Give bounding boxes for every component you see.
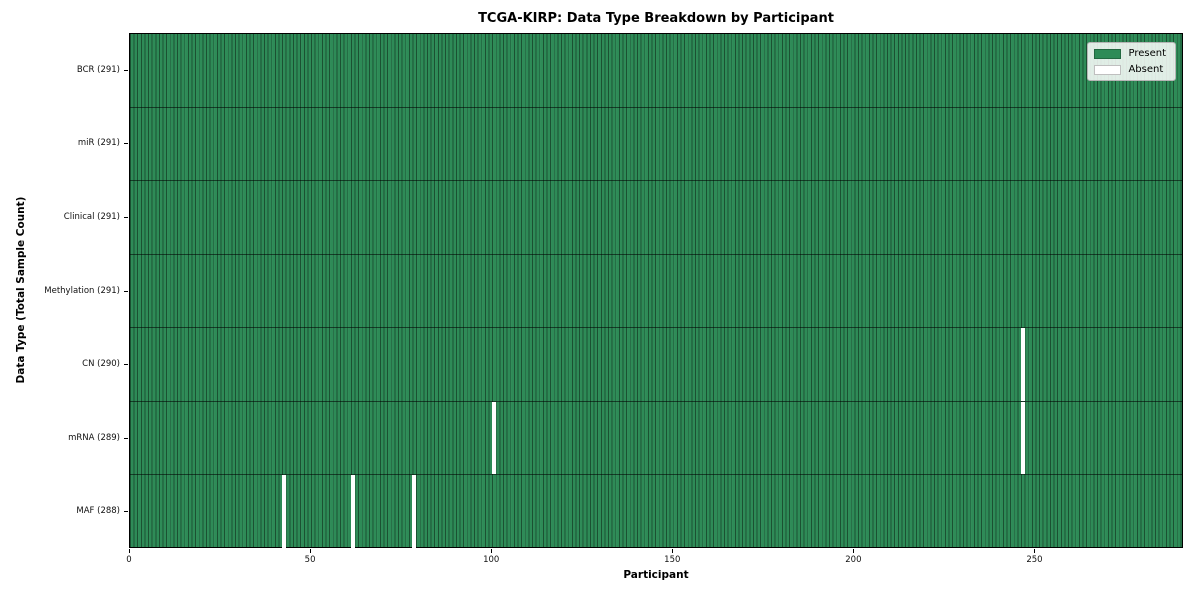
y-tick-mark-CN [124,364,128,366]
chart-title: TCGA-KIRP: Data Type Breakdown by Partic… [478,11,834,26]
y-tick-mark-MAF [124,511,128,513]
row-band-BCR [130,34,1182,108]
y-tick-label-mRNA: mRNA (289) [68,432,120,443]
y-tick-mark-BCR [124,69,128,71]
x-tick-label-200: 200 [845,555,862,565]
y-tick-label-BCR: BCR (291) [76,64,120,75]
absent-gap-CN-246 [1020,328,1025,401]
y-tick-mark-miR [124,143,128,145]
x-tick-mark-50 [310,549,312,553]
x-tick-mark-0 [129,549,130,553]
row-band-Clinical [130,181,1182,255]
y-tick-label-CN: CN (290) [82,359,120,370]
x-tick-mark-100 [491,549,493,553]
x-tick-mark-150 [672,549,674,553]
row-band-Methylation [130,255,1182,329]
x-tick-mark-200 [853,549,855,553]
y-tick-label-Clinical: Clinical (291) [63,211,120,222]
legend-label-absent: Absent [1128,64,1164,75]
absent-gap-mRNA-246 [1020,401,1025,475]
x-tick-label-250: 250 [1026,555,1043,565]
y-tick-label-Methylation: Methylation (291) [44,285,120,296]
legend-swatch-absent [1094,64,1122,75]
x-tick-label-100: 100 [483,555,500,565]
row-band-CN [130,328,1182,402]
row-band-MAF [130,475,1182,549]
x-tick-mark-250 [1034,549,1036,553]
row-band-mRNA [130,401,1182,476]
legend: Present Absent [1087,42,1176,81]
x-axis-title: Participant [623,569,689,581]
y-tick-label-miR: miR (291) [77,138,120,149]
legend-item-absent: Absent [1094,64,1166,75]
y-axis-title: Data Type (Total Sample Count) [15,196,27,384]
absent-gap-MAF-78 [412,475,417,549]
y-tick-mark-Clinical [124,216,128,218]
heatmap-rows [130,34,1182,549]
y-tick-mark-Methylation [124,290,128,292]
x-tick-label-0: 0 [126,555,132,565]
absent-gap-MAF-42 [281,475,287,549]
absent-gap-MAF-61 [350,475,355,549]
row-band-miR [130,108,1182,182]
x-tick-label-50: 50 [304,555,316,565]
y-tick-label-MAF: MAF (288) [76,506,120,517]
x-tick-label-150: 150 [664,555,681,565]
plot-area: Present Absent [129,33,1183,549]
absent-gap-mRNA-100 [491,401,497,475]
y-tick-mark-mRNA [124,437,128,439]
legend-item-present: Present [1094,48,1166,59]
legend-label-present: Present [1128,48,1166,59]
legend-swatch-present [1094,48,1122,59]
